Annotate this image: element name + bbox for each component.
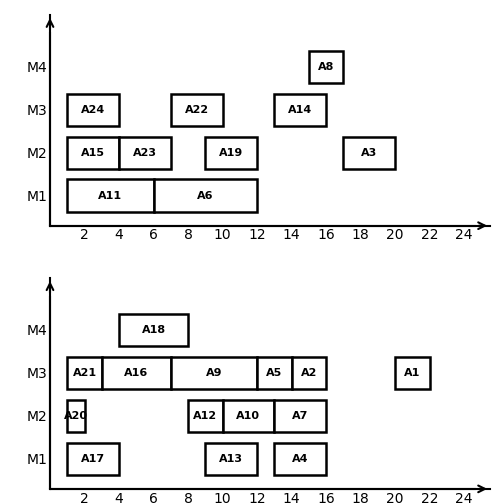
Text: A11: A11: [98, 191, 122, 201]
Bar: [68, 443, 119, 475]
Bar: [171, 357, 257, 389]
Bar: [119, 314, 188, 346]
Text: A7: A7: [292, 411, 308, 421]
Bar: [257, 357, 292, 389]
Text: A20: A20: [64, 411, 88, 421]
Text: A12: A12: [193, 411, 218, 421]
Text: A15: A15: [81, 148, 105, 158]
Bar: [68, 137, 119, 169]
Text: A4: A4: [292, 454, 308, 464]
Text: A8: A8: [318, 61, 334, 72]
Bar: [292, 357, 326, 389]
Bar: [222, 400, 274, 432]
Text: A9: A9: [206, 368, 222, 378]
Bar: [309, 50, 344, 83]
Bar: [274, 94, 326, 126]
Text: A14: A14: [288, 105, 312, 114]
Bar: [206, 443, 257, 475]
Bar: [395, 357, 430, 389]
Text: A22: A22: [184, 105, 208, 114]
Bar: [188, 400, 222, 432]
Text: A21: A21: [72, 368, 96, 378]
Bar: [119, 137, 171, 169]
Bar: [154, 179, 257, 212]
Bar: [206, 137, 257, 169]
Text: A17: A17: [81, 454, 105, 464]
Text: A5: A5: [266, 368, 282, 378]
Text: A24: A24: [81, 105, 106, 114]
Bar: [68, 357, 102, 389]
Text: A3: A3: [361, 148, 378, 158]
Text: A10: A10: [236, 411, 260, 421]
Text: A6: A6: [197, 191, 214, 201]
Text: A19: A19: [219, 148, 244, 158]
Bar: [68, 400, 84, 432]
Text: A1: A1: [404, 368, 420, 378]
Bar: [68, 179, 154, 212]
Text: A16: A16: [124, 368, 148, 378]
Bar: [274, 400, 326, 432]
Bar: [344, 137, 395, 169]
Bar: [171, 94, 222, 126]
Text: A18: A18: [142, 325, 166, 335]
Bar: [274, 443, 326, 475]
Text: A13: A13: [219, 454, 243, 464]
Text: A23: A23: [133, 148, 157, 158]
Bar: [102, 357, 171, 389]
Bar: [68, 94, 119, 126]
Text: A2: A2: [300, 368, 317, 378]
